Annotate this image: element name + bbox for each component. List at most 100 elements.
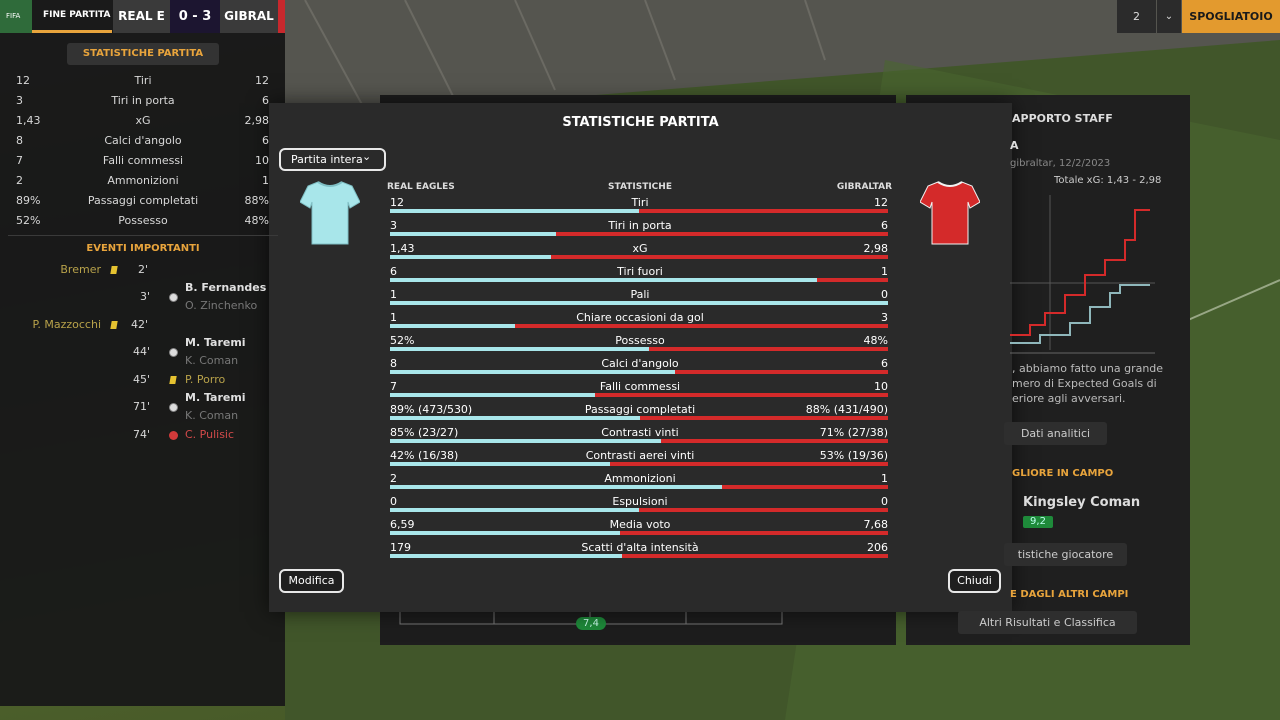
other-title: E DAGLI ALTRI CAMPI xyxy=(1010,589,1129,600)
stat-home: 1,43 xyxy=(16,114,41,127)
home-value: 179 xyxy=(390,541,411,554)
home-bar xyxy=(390,347,649,351)
stat-label: Falli commessi xyxy=(102,154,184,167)
home-bar xyxy=(390,255,552,259)
away-value: 53% (19/36) xyxy=(819,449,888,462)
close-button[interactable]: Chiudi xyxy=(948,569,1001,593)
event-minute: 71' xyxy=(132,400,150,413)
event-player: B. Fernandes xyxy=(185,281,267,294)
stats-modal xyxy=(269,103,1012,612)
stat-label: Scatti d'alta intensità xyxy=(581,541,699,554)
away-bar xyxy=(639,508,888,512)
home-value: 7 xyxy=(390,380,397,393)
event-player: P. Mazzocchi xyxy=(32,318,101,331)
edit-button[interactable]: Modifica xyxy=(279,569,344,593)
away-value: 0 xyxy=(881,288,888,301)
away-bar xyxy=(556,232,888,236)
event-player: C. Pulisic xyxy=(185,428,235,441)
goal-icon xyxy=(169,348,178,357)
stat-home: 2 xyxy=(16,174,23,187)
panel-title: APPORTO STAFF xyxy=(1012,112,1113,125)
home-bar xyxy=(390,554,622,558)
stat-away: 48% xyxy=(244,214,269,227)
event-player: P. Porro xyxy=(185,373,226,386)
red-card-icon xyxy=(169,431,178,440)
away-bar xyxy=(551,255,888,259)
modal-title: STATISTICHE PARTITA xyxy=(562,115,719,130)
home-value: 1 xyxy=(390,311,397,324)
stat-label: xG xyxy=(632,242,648,255)
goal-icon xyxy=(169,293,178,302)
home-bar xyxy=(390,393,596,397)
section-title: A xyxy=(1010,139,1019,152)
stat-label: Passaggi completati xyxy=(584,403,696,416)
home-value: 0 xyxy=(390,495,397,508)
home-bar xyxy=(390,370,675,374)
stat-label: Ammonizioni xyxy=(604,472,676,485)
competition: FIFA xyxy=(6,12,21,20)
home-bar xyxy=(390,439,662,443)
away-bar xyxy=(619,531,888,535)
stat-label: Contrasti aerei vinti xyxy=(585,449,695,462)
home-bar xyxy=(390,531,620,535)
event-minute: 45' xyxy=(132,373,150,386)
home-value: 3 xyxy=(390,219,397,232)
away-bar xyxy=(674,370,888,374)
filter-dropdown[interactable]: Partita intera xyxy=(279,148,386,171)
stat-away: 6 xyxy=(262,134,269,147)
home-value: 6 xyxy=(390,265,397,278)
away-bar xyxy=(639,209,888,213)
score: 0 - 3 xyxy=(170,0,220,33)
event-minute: 44' xyxy=(132,345,150,358)
staff-comment: , abbiamo fatto una grande xyxy=(1012,362,1164,375)
xg-total: Totale xG: 1,43 - 2,98 xyxy=(1054,175,1162,186)
player-stats-button[interactable]: tistiche giocatore xyxy=(1004,543,1127,566)
home-bar xyxy=(390,416,641,420)
stat-label: Possesso xyxy=(615,334,665,347)
locker-room-button[interactable]: SPOGLIATOIO xyxy=(1182,0,1280,33)
away-value: 71% (27/38) xyxy=(819,426,888,439)
away-value: 1 xyxy=(881,472,888,485)
away-value: 7,68 xyxy=(863,518,889,531)
away-value: 3 xyxy=(881,311,888,324)
event-player: M. Taremi xyxy=(185,336,246,349)
stat-label: Tiri xyxy=(631,196,649,209)
stat-away: 12 xyxy=(255,74,269,87)
best-title: GLIORE IN CAMPO xyxy=(1012,468,1114,479)
stat-label: Calci d'angolo xyxy=(601,357,679,370)
home-value: 2 xyxy=(390,472,397,485)
away-value: 6 xyxy=(881,357,888,370)
home-bar xyxy=(390,278,817,282)
match-status: FINE PARTITA xyxy=(43,10,111,20)
home-value: 1 xyxy=(390,288,397,301)
stat-label: Tiri in porta xyxy=(111,94,175,107)
stat-label: Passaggi completati xyxy=(87,194,199,207)
home-team: REAL E xyxy=(113,0,170,33)
goal-icon xyxy=(169,403,178,412)
other-results-button[interactable]: Altri Risultati e Classifica xyxy=(958,611,1137,634)
stat-home: 8 xyxy=(16,134,23,147)
analytics-button[interactable]: Dati analitici xyxy=(1004,422,1107,445)
away-value: 10 xyxy=(874,380,888,393)
stats-button[interactable]: STATISTICHE PARTITA xyxy=(67,43,219,65)
event-assist: O. Zinchenko xyxy=(185,299,258,312)
dropdown[interactable]: ⌄ xyxy=(1157,0,1181,33)
home-bar xyxy=(390,232,556,236)
home-header: REAL EAGLES xyxy=(387,182,455,192)
stat-label: Media voto xyxy=(609,518,671,531)
home-bar xyxy=(390,324,515,328)
home-value: 42% (16/38) xyxy=(390,449,459,462)
stat-label: Espulsioni xyxy=(612,495,668,508)
stat-label: Possesso xyxy=(118,214,168,227)
stats-header: STATISTICHE xyxy=(608,182,672,192)
stat-home: 12 xyxy=(16,74,30,87)
away-value: 48% xyxy=(863,334,888,347)
user-count[interactable]: 2 xyxy=(1117,0,1156,33)
stat-label: xG xyxy=(135,114,151,127)
away-value: 88% (431/490) xyxy=(805,403,888,416)
away-team: GIBRAL xyxy=(220,0,278,33)
match-info: gibraltar, 12/2/2023 xyxy=(1010,158,1111,169)
home-value: 8 xyxy=(390,357,397,370)
away-value: 0 xyxy=(881,495,888,508)
